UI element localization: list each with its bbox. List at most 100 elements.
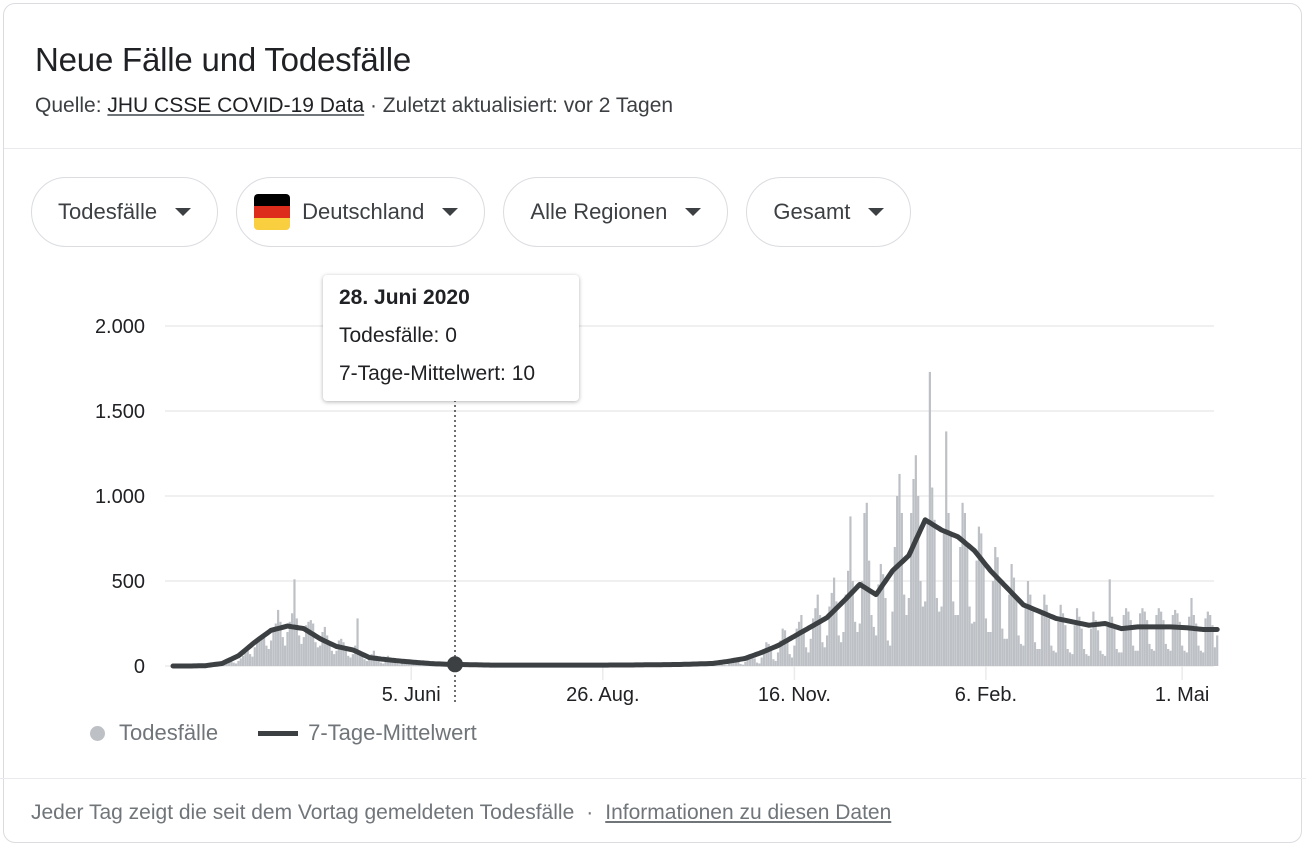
data-info-link[interactable]: Informationen zu diesen Daten <box>605 801 892 824</box>
deaths-bar <box>811 618 815 666</box>
deaths-bar <box>959 547 962 666</box>
deaths-bar <box>725 665 728 666</box>
deaths-bar <box>730 660 733 666</box>
deaths-bar <box>779 640 782 666</box>
deaths-bar <box>1061 613 1065 666</box>
deaths-bar <box>945 431 948 666</box>
hover-point <box>447 656 463 673</box>
deaths-bar <box>928 371 931 666</box>
card-footer: Jeder Tag zeigt die seit dem Vortag geme… <box>0 778 1306 840</box>
deaths-bar <box>1054 652 1058 666</box>
deaths-bar <box>767 643 770 666</box>
deaths-bar <box>267 649 270 666</box>
deaths-bar <box>797 621 801 666</box>
deaths-bar <box>1155 615 1158 666</box>
deaths-bar <box>755 662 759 666</box>
deaths-bar <box>1087 655 1090 666</box>
deaths-bar <box>970 623 974 666</box>
deaths-bar <box>1216 635 1219 666</box>
deaths-bar <box>1171 615 1174 666</box>
deaths-bar <box>307 621 310 666</box>
y-tick-label: 500 <box>112 571 145 593</box>
deaths-bar <box>1204 618 1207 666</box>
deaths-bar <box>1099 650 1102 666</box>
deaths-bar <box>968 606 971 666</box>
deaths-bar <box>865 502 868 666</box>
source-link[interactable]: JHU CSSE COVID-19 Data <box>107 94 365 117</box>
deaths-bar <box>1068 652 1072 666</box>
deaths-bar <box>1038 649 1041 666</box>
deaths-bar <box>769 650 773 666</box>
deaths-bar <box>748 654 752 666</box>
deaths-bar <box>335 650 338 666</box>
deaths-bar <box>861 581 864 666</box>
deaths-bar <box>737 661 740 666</box>
deaths-bar <box>316 647 319 666</box>
deaths-bar <box>293 579 296 666</box>
deaths-bar <box>996 557 999 666</box>
card-subtitle: Quelle: JHU CSSE COVID-19 Data · Zuletzt… <box>35 94 673 118</box>
region-dropdown-label: Alle Regionen <box>530 199 668 224</box>
deaths-bar <box>966 547 969 666</box>
deaths-bar <box>260 635 263 666</box>
deaths-bar <box>272 632 275 666</box>
region-dropdown[interactable]: Alle Regionen <box>503 177 729 247</box>
metric-dropdown[interactable]: Todesfälle <box>31 177 219 247</box>
deaths-bar <box>977 526 981 666</box>
deaths-bar <box>875 635 878 666</box>
x-tick-label: 6. Feb. <box>955 684 1017 706</box>
footer-description: Jeder Tag zeigt die seit dem Vortag geme… <box>31 801 575 824</box>
deaths-bar <box>889 645 892 666</box>
deaths-bar <box>961 502 964 666</box>
deaths-bar <box>1078 616 1081 666</box>
deaths-bar <box>1110 616 1114 666</box>
deaths-bar <box>279 621 282 666</box>
y-tick-label: 1.500 <box>95 401 145 423</box>
deaths-bar <box>1031 611 1034 666</box>
deaths-bar <box>1066 649 1069 666</box>
deaths-bar <box>765 642 768 666</box>
deaths-bar <box>900 513 903 666</box>
deaths-bar <box>832 577 836 666</box>
deaths-bar <box>234 663 238 666</box>
deaths-bar <box>295 618 298 666</box>
deaths-bar <box>772 659 775 666</box>
deaths-bar <box>800 615 803 666</box>
deaths-bar <box>1080 628 1083 666</box>
deaths-bar <box>821 642 824 666</box>
covid-card: Neue Fälle und Todesfälle Quelle: JHU CS… <box>3 3 1302 843</box>
deaths-bar <box>935 598 938 666</box>
deaths-bar <box>1094 620 1097 666</box>
deaths-bar <box>1003 638 1006 666</box>
deaths-bar <box>398 664 401 666</box>
deaths-bar <box>741 664 745 666</box>
deaths-bar <box>1157 608 1160 666</box>
deaths-bar <box>277 609 280 666</box>
deaths-bar <box>400 662 404 666</box>
deaths-bar <box>835 601 838 666</box>
deaths-bar <box>879 564 882 666</box>
deaths-bar <box>396 663 399 666</box>
period-dropdown[interactable]: Gesamt <box>746 177 912 247</box>
deaths-bar <box>816 594 819 666</box>
chevron-down-icon <box>442 208 459 216</box>
deaths-bar <box>1047 618 1051 666</box>
deaths-bar <box>868 560 871 666</box>
deaths-bar <box>1164 643 1167 666</box>
deaths-bar <box>284 645 287 666</box>
deaths-bar <box>1022 645 1025 666</box>
deaths-bar <box>795 628 798 666</box>
deaths-bar <box>244 652 247 666</box>
deaths-bar <box>1052 650 1055 666</box>
deaths-bar <box>393 660 397 666</box>
deaths-bar <box>893 547 896 666</box>
deaths-bar <box>786 640 789 666</box>
country-dropdown[interactable]: Deutschland <box>236 177 486 247</box>
deaths-bar <box>802 628 805 666</box>
last-updated: · Zuletzt aktualisiert: vor 2 Tagen <box>369 94 674 117</box>
deaths-bar <box>891 611 894 666</box>
deaths-bar <box>232 662 235 666</box>
deaths-bars <box>202 371 1219 666</box>
deaths-bar <box>1064 625 1067 666</box>
